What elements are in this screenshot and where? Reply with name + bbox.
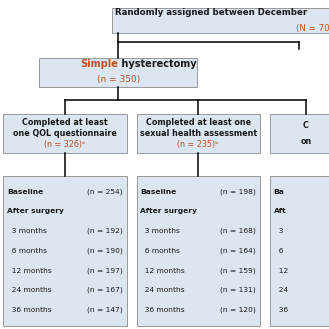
Text: (n = 350): (n = 350)	[97, 75, 140, 84]
Text: (n = 168): (n = 168)	[220, 228, 256, 235]
Bar	[3, 114, 127, 153]
Text: After surgery: After surgery	[7, 209, 64, 215]
Text: Completed at least one: Completed at least one	[146, 118, 251, 127]
Text: (n = 326)ᵃ: (n = 326)ᵃ	[44, 140, 86, 149]
Text: hysterectomy: hysterectomy	[118, 59, 197, 69]
Text: 12 months: 12 months	[7, 267, 52, 273]
Text: (n = 147): (n = 147)	[87, 307, 123, 313]
Bar	[3, 176, 127, 326]
Text: 36 months: 36 months	[140, 307, 185, 313]
Text: (n = 235)ᵇ: (n = 235)ᵇ	[177, 140, 219, 149]
Text: Ba: Ba	[274, 189, 285, 195]
Text: 3 months: 3 months	[7, 228, 47, 234]
Bar	[137, 114, 260, 153]
Text: (n = 190): (n = 190)	[87, 248, 123, 254]
Text: After surgery: After surgery	[140, 209, 197, 215]
Text: C: C	[303, 120, 309, 130]
Text: (n = 159): (n = 159)	[220, 267, 256, 274]
Text: Baseline: Baseline	[140, 189, 177, 195]
Text: 6 months: 6 months	[140, 248, 181, 254]
Text: (n = 167): (n = 167)	[87, 287, 123, 293]
Text: Randomly assigned between December: Randomly assigned between December	[115, 8, 307, 17]
Text: Simple: Simple	[81, 59, 118, 69]
Bar	[112, 8, 329, 33]
Bar	[270, 176, 329, 326]
Text: 3: 3	[274, 228, 283, 234]
Text: 6: 6	[274, 248, 283, 254]
Text: Completed at least: Completed at least	[22, 118, 108, 127]
Bar	[39, 58, 197, 87]
Text: 12: 12	[274, 267, 288, 273]
Text: Baseline: Baseline	[7, 189, 43, 195]
Text: 3 months: 3 months	[140, 228, 180, 234]
Text: sexual health assessment: sexual health assessment	[139, 129, 257, 138]
Text: (n = 197): (n = 197)	[87, 267, 123, 274]
Text: 24 months: 24 months	[140, 287, 185, 293]
Text: one QOL questionnaire: one QOL questionnaire	[13, 129, 117, 138]
Text: 24: 24	[274, 287, 288, 293]
Bar	[137, 176, 260, 326]
Text: (n = 198): (n = 198)	[220, 189, 256, 195]
Text: on: on	[300, 137, 312, 146]
Text: (n = 131): (n = 131)	[220, 287, 256, 293]
Text: 12 months: 12 months	[140, 267, 185, 273]
Text: (n = 254): (n = 254)	[87, 189, 123, 195]
Text: (n = 192): (n = 192)	[87, 228, 123, 235]
Text: (n = 120): (n = 120)	[220, 307, 256, 313]
Text: 24 months: 24 months	[7, 287, 52, 293]
Text: Aft: Aft	[274, 209, 286, 215]
Text: 36: 36	[274, 307, 288, 313]
Text: (N = 700): (N = 700)	[296, 24, 329, 33]
Bar	[270, 114, 329, 153]
Text: (n = 164): (n = 164)	[220, 248, 256, 254]
Text: 6 months: 6 months	[7, 248, 47, 254]
Text: 36 months: 36 months	[7, 307, 52, 313]
